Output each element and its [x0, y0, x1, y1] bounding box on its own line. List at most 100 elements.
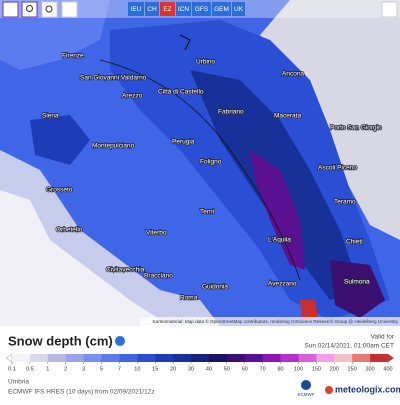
- colorbar-tick-label: 60: [242, 366, 248, 372]
- toolbar-icons: [2, 1, 398, 18]
- colorbar-segment: [101, 354, 120, 362]
- model-button[interactable]: [128, 2, 144, 16]
- ecmwf-logo-icon: [301, 380, 311, 390]
- model-label: CH: [147, 6, 157, 13]
- layers-button[interactable]: [2, 1, 19, 18]
- info-button[interactable]: [115, 336, 125, 346]
- colorbar-tick-label: 0.5: [26, 366, 34, 372]
- model-button[interactable]: [160, 2, 175, 16]
- city-label: Avezzano: [268, 281, 297, 288]
- city-label: Bracciano: [144, 273, 173, 280]
- attribution-bg: [140, 317, 400, 326]
- ecmwf-logo: ECMWF: [298, 392, 315, 397]
- city-label: Montepulciano: [92, 143, 135, 150]
- legend-title: Snow depth (cm): [8, 333, 113, 348]
- model-buttons: IEU CH EZ ICN GFS GEM UK: [128, 2, 245, 16]
- city-label: Urbino: [196, 59, 216, 66]
- model-button[interactable]: [212, 2, 231, 16]
- map: [0, 0, 400, 326]
- colorbar-tick-label: 15: [152, 366, 158, 372]
- valid-time: Sun 02/14/2021, 01:00am CET: [304, 343, 394, 350]
- city-label: Firenze: [62, 53, 84, 60]
- colorbar-segment: [12, 354, 31, 362]
- region: Umbria: [8, 379, 29, 386]
- colorbar-segment: [83, 354, 102, 362]
- colorbar-tick-label: 5: [100, 366, 103, 372]
- location-button[interactable]: [21, 1, 38, 18]
- city-label: Ancona: [282, 71, 304, 78]
- model-button[interactable]: [145, 2, 159, 16]
- colorbar-tick-label: 0.1: [8, 366, 16, 372]
- city-label: Viterbo: [146, 230, 167, 237]
- city-label: Porto San Giorgio: [330, 125, 382, 132]
- city-label: Perugia: [172, 139, 195, 146]
- colorbar-segment: [29, 354, 49, 362]
- model-label: EZ: [163, 6, 171, 13]
- attribution: Kartenmaterial: Map data © OpenStreetMap…: [152, 318, 398, 324]
- colorbar-segment: [137, 354, 156, 362]
- colorbar-segment: [191, 354, 210, 362]
- city-label: Siena: [42, 113, 59, 120]
- city-label: Fabriano: [218, 109, 244, 116]
- city-label: Teramo: [334, 199, 356, 206]
- city-label: L'Aquila: [268, 237, 291, 244]
- colorbar-segment: [226, 354, 246, 362]
- model-label: UK: [234, 6, 244, 13]
- colorbar-segment: [208, 354, 228, 362]
- colorbar-tick-label: 3: [82, 366, 85, 372]
- city-label: Orbetello: [56, 227, 83, 234]
- colorbar-tick-label: 1: [46, 366, 49, 372]
- colorbar-segment: [47, 354, 67, 362]
- colorbar-segment: [262, 354, 281, 362]
- city-label: Sulmona: [344, 279, 370, 286]
- model-label: GEM: [214, 6, 229, 13]
- zoom-icon: [45, 5, 53, 13]
- location-icon: [26, 5, 33, 12]
- colorbar-tick-label: 70: [260, 366, 266, 372]
- colorbar-segment: [155, 354, 174, 362]
- meteologix-logo: meteologix.com: [335, 384, 400, 394]
- city-label: Chieti: [346, 239, 363, 246]
- colorbar-tick-label: 100: [294, 366, 303, 372]
- model-label: IEU: [131, 6, 142, 13]
- colorbar-arrow-left: [5, 353, 13, 363]
- grid-button[interactable]: [61, 1, 78, 18]
- colorbar-tick-label: 80: [278, 366, 284, 372]
- colorbar-segment: [370, 354, 389, 362]
- colorbar-segment: [119, 354, 138, 362]
- city-label: Guidonia: [202, 284, 228, 291]
- colorbar-arrow-right: [388, 354, 394, 362]
- colorbar-tick-label: 7: [118, 366, 121, 372]
- model-label: ICN: [178, 6, 190, 13]
- colorbar-tick-label: 20: [170, 366, 176, 372]
- colorbar: 0.1 0.5 1 2 3 5 7 10 15 20 30 40 50 60 70 80 100 150 200 25…: [5, 353, 394, 372]
- colorbar-tick-label: 300: [366, 366, 375, 372]
- colorbar-tick-label: 250: [348, 366, 357, 372]
- city-label: Civitavecchia: [106, 267, 145, 274]
- colorbar-tick-label: 2: [64, 366, 67, 372]
- valid-label: Valid for: [371, 334, 395, 341]
- city-label: Città di Castello: [158, 89, 204, 96]
- colorbar-segment: [316, 354, 335, 362]
- city-label: Roma: [180, 295, 198, 302]
- colorbar-tick-label: 400: [383, 366, 392, 372]
- model-button[interactable]: [176, 2, 191, 16]
- share-button[interactable]: [381, 1, 398, 18]
- city-label: Terni: [200, 209, 214, 216]
- colorbar-segment: [244, 354, 263, 362]
- colorbar-segment: [280, 354, 299, 362]
- model-button[interactable]: [232, 2, 245, 16]
- colorbar-tick-label: 10: [134, 366, 140, 372]
- city-label: San Giovanni Valdarno: [80, 75, 147, 82]
- city-label: Grosseto: [46, 187, 73, 194]
- model-button[interactable]: [192, 2, 211, 16]
- colorbar-tick-label: 40: [206, 366, 212, 372]
- colorbar-tick-label: 200: [330, 366, 339, 372]
- colorbar-segment: [352, 354, 371, 362]
- city-label: Macerata: [274, 113, 301, 120]
- city-label: Arezzo: [122, 93, 143, 100]
- zoom-button[interactable]: [41, 1, 58, 18]
- colorbar-tick-label: 30: [188, 366, 194, 372]
